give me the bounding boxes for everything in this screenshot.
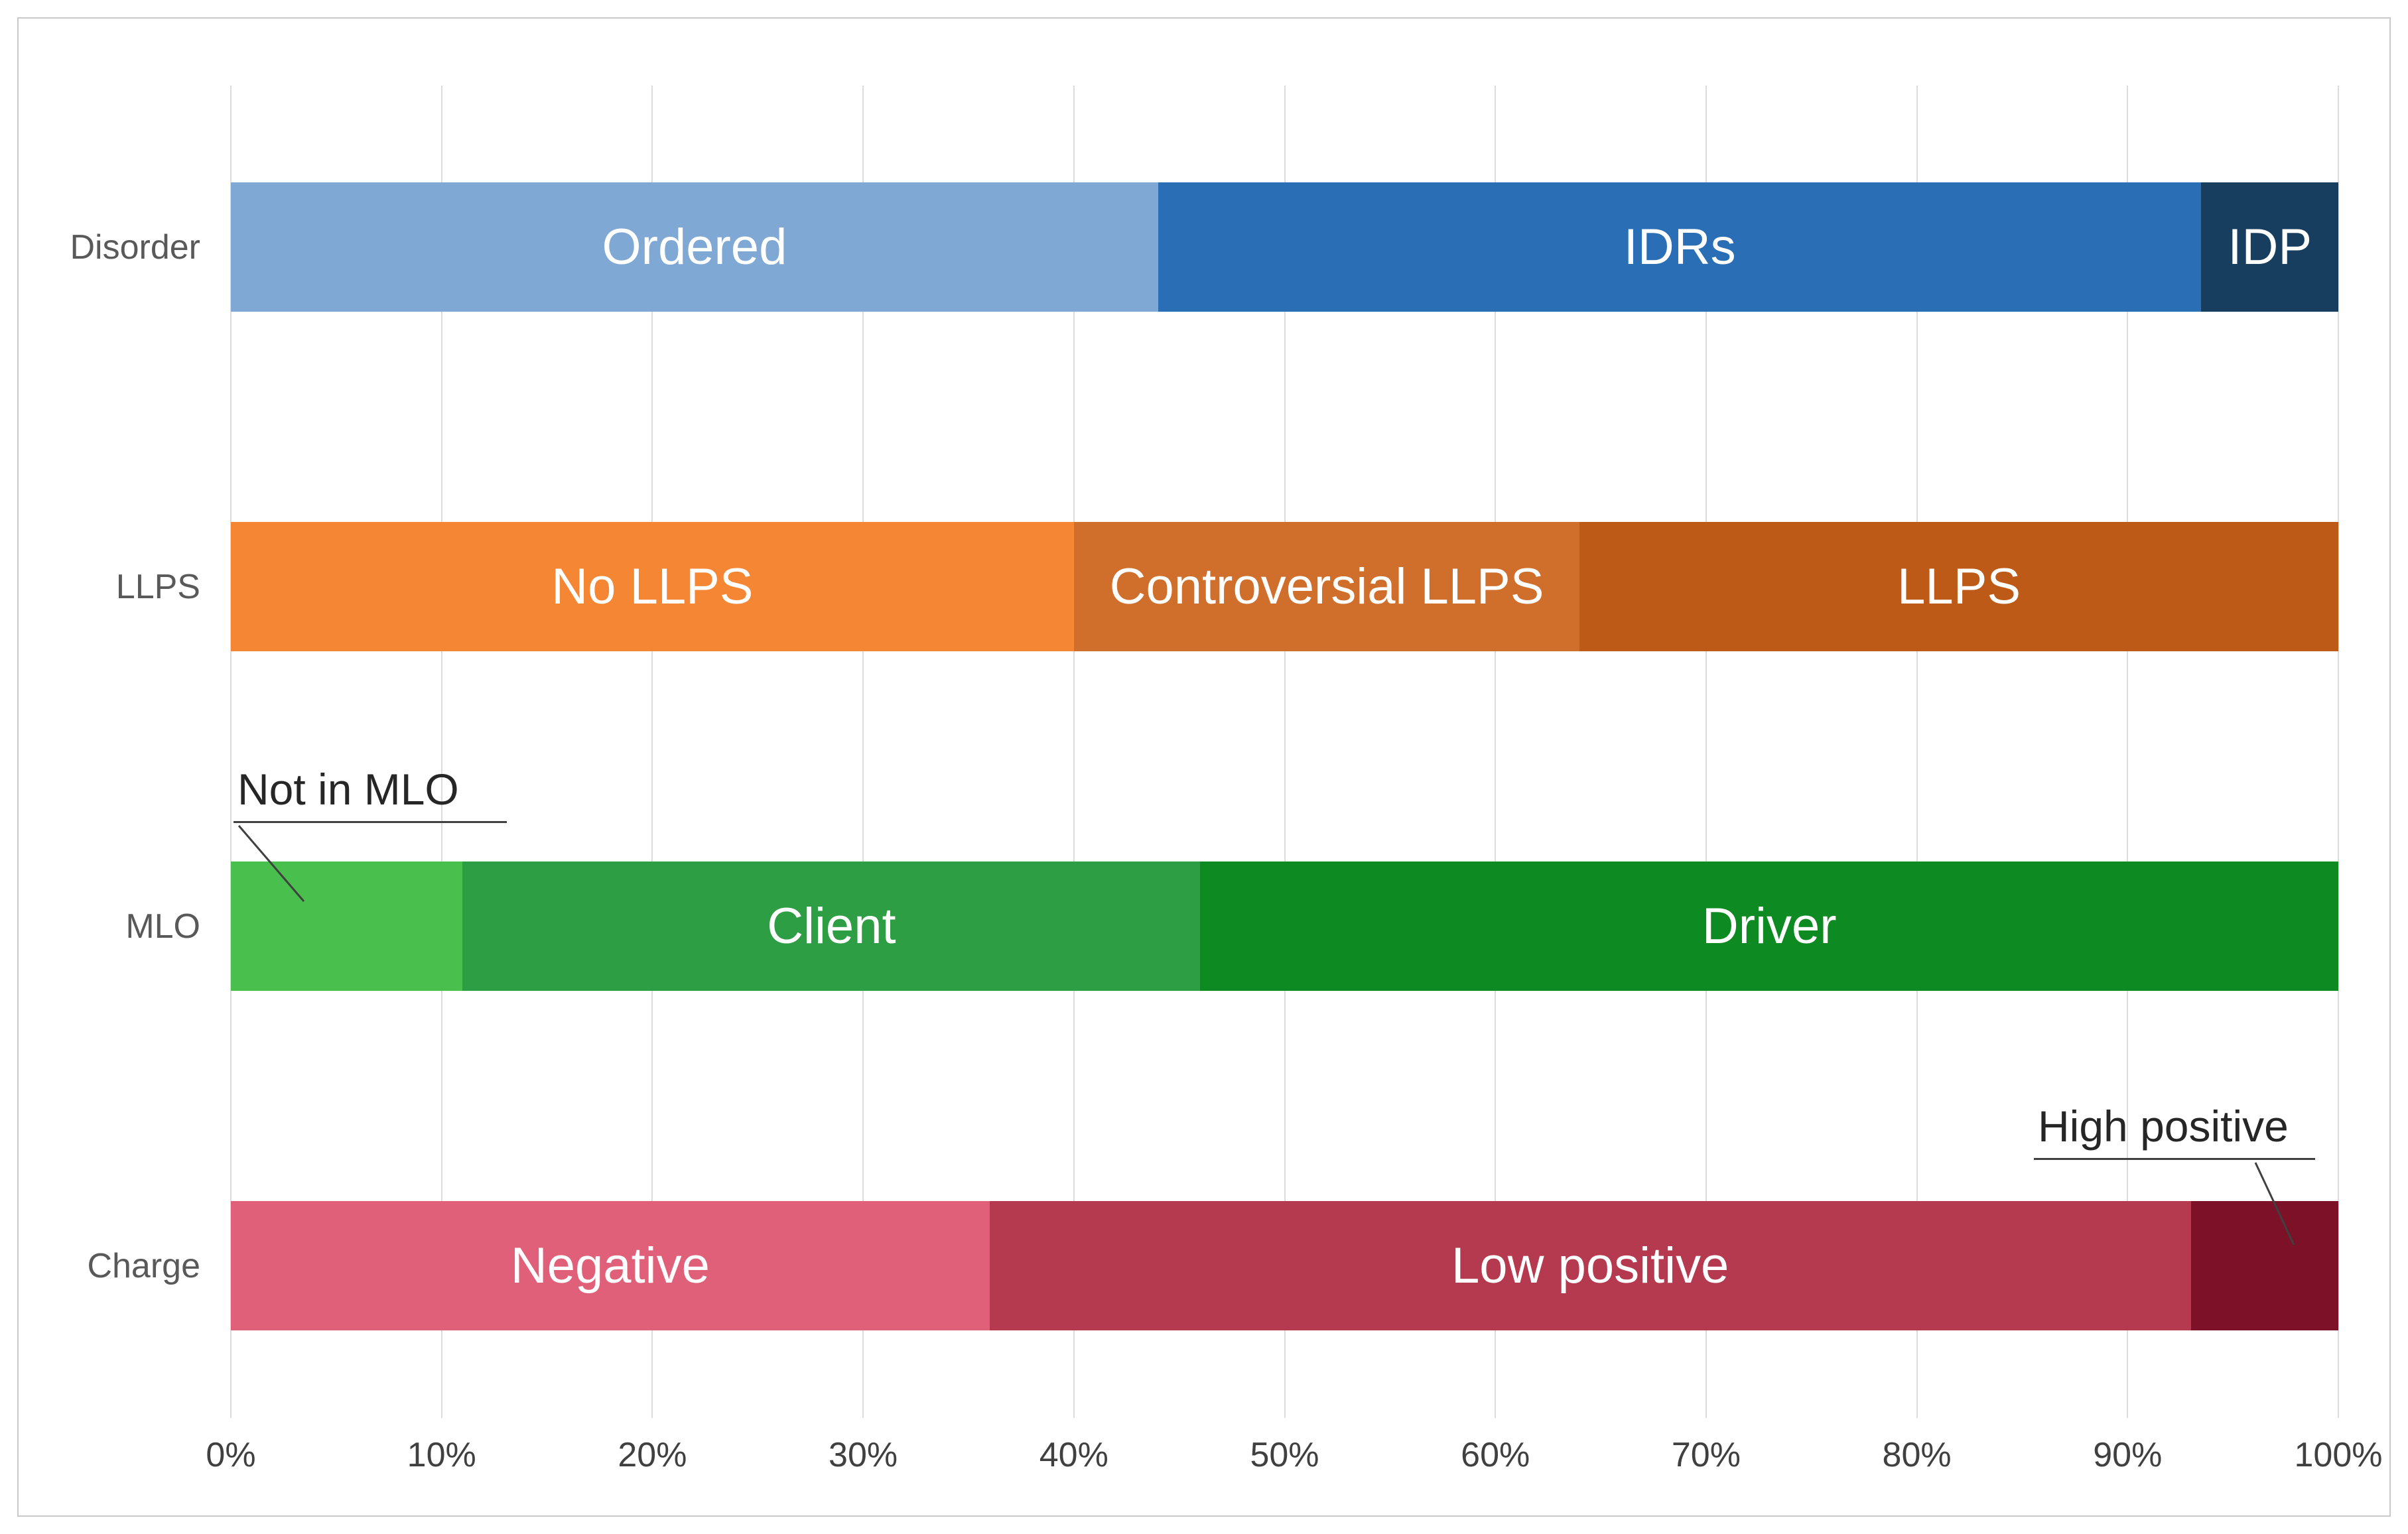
segment-label: IDP bbox=[2228, 218, 2312, 275]
bar-row-llps: No LLPS Controversial LLPS LLPS bbox=[231, 522, 2338, 651]
x-tick-40: 40% bbox=[1039, 1436, 1108, 1474]
segment-label: Client bbox=[767, 897, 896, 954]
annotation-high-positive: High positive bbox=[2034, 1101, 2315, 1160]
bar-row-mlo: Client Driver bbox=[231, 862, 2338, 991]
bar-row-disorder: Ordered IDRs IDP bbox=[231, 182, 2338, 312]
segment-label: Ordered bbox=[602, 218, 787, 275]
segment-label: LLPS bbox=[1897, 558, 2021, 615]
segment-label: No LLPS bbox=[551, 558, 754, 615]
bar-row-charge: Negative Low positive bbox=[231, 1201, 2338, 1330]
bars-container: Ordered IDRs IDP No LLPS Controversial LLPS L… bbox=[231, 86, 2338, 1418]
x-axis: 0% 10% 20% 30% 40% 50% 60% 70% 80% 90% 100% bbox=[206, 1435, 2382, 1482]
x-tick-80: 80% bbox=[1882, 1436, 1952, 1474]
gridline-10 bbox=[440, 86, 442, 1418]
annotation-not-in-mlo: Not in MLO bbox=[234, 764, 507, 823]
gridline-100 bbox=[2338, 86, 2339, 1418]
segment-low-positive: Low positive bbox=[989, 1201, 2191, 1330]
segment-client: Client bbox=[462, 862, 1201, 991]
category-label-charge: Charge bbox=[87, 1246, 200, 1285]
x-tick-50: 50% bbox=[1250, 1436, 1319, 1474]
figure-frame bbox=[17, 17, 2391, 1517]
gridline-70 bbox=[1705, 86, 1707, 1418]
x-tick-90: 90% bbox=[2093, 1436, 2163, 1474]
gridline-50 bbox=[1284, 86, 1286, 1418]
x-tick-70: 70% bbox=[1671, 1436, 1741, 1474]
segment-label: Negative bbox=[510, 1237, 710, 1294]
category-label-mlo: MLO bbox=[125, 907, 200, 946]
segment-ordered: Ordered bbox=[231, 182, 1158, 312]
gridline-30 bbox=[862, 86, 864, 1418]
segment-label: IDRs bbox=[1623, 218, 1736, 275]
segment-driver: Driver bbox=[1200, 862, 2338, 991]
segment-label: Low positive bbox=[1451, 1237, 1729, 1294]
plot-area: Ordered IDRs IDP No LLPS Controversial LLPS L… bbox=[206, 86, 2383, 1474]
x-tick-0: 0% bbox=[206, 1436, 256, 1474]
category-label-llps: LLPS bbox=[115, 567, 200, 606]
segment-controversial-llps: Controversial LLPS bbox=[1073, 522, 1580, 651]
gridline-20 bbox=[651, 86, 653, 1418]
gridline-0 bbox=[230, 86, 232, 1418]
gridline-60 bbox=[1495, 86, 1497, 1418]
segment-llps: LLPS bbox=[1579, 522, 2338, 651]
gridline-40 bbox=[1073, 86, 1075, 1418]
segment-idp: IDP bbox=[2201, 182, 2338, 312]
x-tick-10: 10% bbox=[407, 1436, 476, 1474]
x-tick-100: 100% bbox=[2294, 1436, 2383, 1474]
gridline-90 bbox=[2127, 86, 2129, 1418]
gridlines bbox=[230, 86, 2339, 1418]
segment-label: Driver bbox=[1702, 897, 1837, 954]
x-tick-20: 20% bbox=[618, 1436, 687, 1474]
category-label-disorder: Disorder bbox=[70, 227, 201, 267]
x-tick-60: 60% bbox=[1461, 1436, 1530, 1474]
segment-no-llps: No LLPS bbox=[231, 522, 1074, 651]
x-tick-30: 30% bbox=[829, 1436, 898, 1474]
segment-negative: Negative bbox=[231, 1201, 990, 1330]
segment-idrs: IDRs bbox=[1158, 182, 2202, 312]
segment-label: Controversial LLPS bbox=[1109, 558, 1544, 615]
gridline-80 bbox=[1916, 86, 1918, 1418]
